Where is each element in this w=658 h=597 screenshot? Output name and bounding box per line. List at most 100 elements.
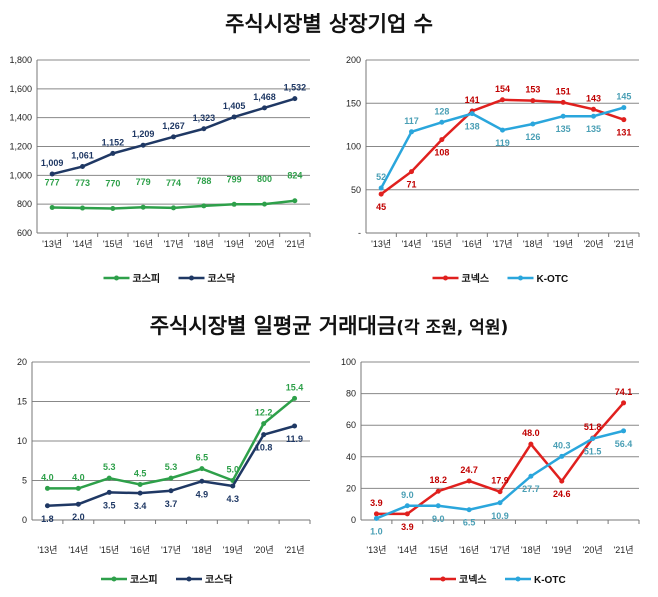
y-tick-label: - [358, 228, 361, 238]
title-main: 주식시장별 일평균 거래대금 [149, 314, 397, 338]
data-label: 119 [495, 138, 510, 148]
data-point [466, 507, 472, 513]
x-tick-label: '21년 [614, 545, 634, 555]
x-tick-label: '18년 [521, 545, 541, 555]
x-tick-label: '21년 [285, 239, 305, 249]
data-label: 141 [465, 95, 480, 105]
chart-konex-kotc-trading: 0 20 40 60 80 100 '13년 '14년 '15년 '16년 '17년 '18년 '19년… [329, 350, 658, 597]
y-tick-label: 1,200 [9, 142, 32, 152]
data-point [49, 204, 55, 210]
y-tick-label: 0 [22, 515, 27, 525]
chart-svg: - 50 100 150 200 '13년 '14년 '15년 '16년 '17년 '18년 '19년… [346, 55, 640, 285]
x-tick-label: '19년 [553, 239, 573, 249]
data-point [292, 198, 298, 204]
data-point [110, 150, 116, 156]
data-point [168, 488, 174, 494]
chart-svg: 0 5 10 15 20 '13년 '14년 '15년 '16년 '17년 '18년 '19년 '20년… [17, 357, 311, 586]
y-tick-label: 100 [346, 142, 361, 152]
data-point [292, 96, 298, 102]
y-tick-label: 100 [341, 357, 356, 367]
data-label: 3.9 [370, 498, 383, 508]
legend-marker [111, 576, 117, 582]
data-point [409, 169, 414, 175]
x-tick-label: '16년 [459, 545, 479, 555]
data-point [559, 478, 565, 484]
x-tick-label: '18년 [192, 545, 212, 555]
data-label: 17.9 [491, 476, 509, 486]
data-label: 1,152 [102, 137, 125, 147]
x-tick-label: '17년 [492, 239, 512, 249]
data-point [75, 485, 81, 491]
data-label: 18.2 [429, 475, 447, 485]
data-label: 154 [495, 84, 510, 94]
legend-label: K-OTC [537, 274, 569, 285]
y-tick-label: 20 [17, 357, 27, 367]
data-point [80, 164, 85, 170]
x-tick-label: '20년 [254, 239, 274, 249]
y-tick-label: 600 [17, 228, 32, 238]
y-tick-label: 50 [351, 185, 361, 195]
title-unit: (각 조원, 억원) [396, 318, 509, 338]
y-tick-label: 10 [17, 436, 27, 446]
data-label: 143 [586, 93, 601, 103]
data-point [261, 432, 267, 438]
x-tick-label: '16년 [130, 545, 150, 555]
data-point [261, 421, 267, 427]
data-point [435, 488, 441, 494]
legend-label: 코스닥 [205, 573, 233, 586]
data-label: 131 [616, 128, 631, 138]
data-point [469, 111, 475, 117]
y-tick-label: 15 [17, 397, 27, 407]
data-label: 770 [105, 178, 120, 188]
chart-kospi-kosdaq-trading: 0 5 10 15 20 '13년 '14년 '15년 '16년 '17년 '18년 '19년 '20년… [0, 350, 329, 597]
data-point [292, 423, 298, 429]
data-label: 3.7 [165, 499, 178, 509]
chart-svg: 600 800 1,000 1,200 1,400 1,600 1,800 '13년 '14년 '… [9, 55, 311, 285]
legend-label: K-OTC [534, 575, 566, 586]
data-label: 774 [166, 178, 181, 188]
data-point [262, 105, 267, 111]
data-point [621, 117, 627, 123]
series-line-K-OTC [375, 429, 624, 520]
data-label: 10.8 [255, 443, 273, 453]
data-point [44, 503, 50, 509]
data-label: 777 [45, 177, 60, 187]
chart-kospi-kosdaq-listings: 600 800 1,000 1,200 1,400 1,600 1,800 '13년 '14년 '… [0, 50, 329, 300]
data-point [500, 127, 505, 133]
legend-marker [515, 576, 521, 582]
data-label: 3.5 [103, 500, 116, 510]
data-label: 6.5 [196, 453, 209, 463]
data-point [201, 203, 207, 209]
x-tick-label: '14년 [401, 239, 421, 249]
data-label: 1,061 [71, 151, 94, 161]
data-label: 1,267 [162, 121, 185, 131]
data-label: 4.9 [196, 489, 209, 499]
title-listed-companies: 주식시장별 상장기업 수 [225, 12, 433, 36]
x-tick-label: '15년 [428, 545, 448, 555]
data-label: 12.2 [255, 408, 273, 418]
data-label: 779 [136, 177, 151, 187]
data-point [106, 475, 112, 481]
data-label: 773 [75, 178, 90, 188]
y-tick-label: 60 [346, 420, 356, 430]
legend-marker [440, 576, 446, 582]
legend-label: 코스피 [130, 573, 158, 586]
x-tick-label: '20년 [583, 239, 603, 249]
data-point [49, 171, 55, 177]
data-label: 1,468 [253, 92, 276, 102]
x-tick-label: '13년 [42, 239, 62, 249]
data-label: 51.5 [584, 447, 602, 457]
data-label: 52 [376, 172, 386, 182]
data-label: 9.0 [432, 514, 445, 524]
data-point [591, 113, 596, 119]
x-tick-label: '20년 [254, 545, 274, 555]
data-point [439, 137, 445, 143]
data-label: 71 [406, 180, 416, 190]
legend-label: 코넥스 [462, 272, 490, 285]
data-label: 153 [525, 85, 540, 95]
y-tick-label: 20 [346, 483, 356, 493]
legend-marker [189, 275, 194, 281]
x-tick-label: '14년 [72, 239, 92, 249]
data-label: 9.0 [401, 490, 414, 500]
data-label: 1,009 [41, 158, 64, 168]
